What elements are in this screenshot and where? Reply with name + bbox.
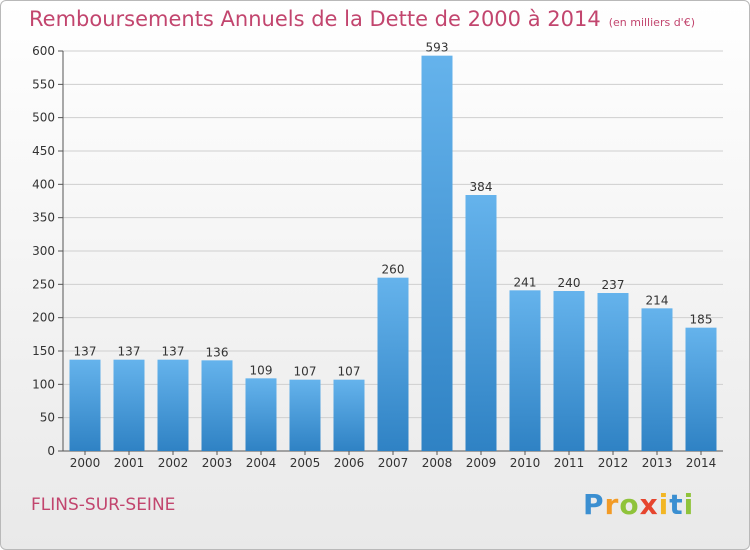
logo-letter: i <box>683 488 695 521</box>
chart-title: Remboursements Annuels de la Dette de 20… <box>29 7 601 31</box>
bar-value-label: 109 <box>250 363 273 377</box>
bar <box>421 55 453 452</box>
logo-letter: x <box>639 488 659 521</box>
bar-value-label: 137 <box>162 345 185 359</box>
y-tick-label: 150 <box>32 344 55 358</box>
bar <box>685 327 717 451</box>
logo-letter: i <box>658 488 670 521</box>
bar <box>201 360 233 451</box>
y-tick-label: 0 <box>47 444 55 458</box>
x-tick-label: 2005 <box>290 456 321 470</box>
y-tick-label: 550 <box>32 77 55 91</box>
bar-value-label: 260 <box>382 263 405 277</box>
bar <box>157 359 189 451</box>
bar <box>333 379 365 451</box>
bar <box>641 308 673 451</box>
x-tick-label: 2013 <box>642 456 673 470</box>
bar-value-label: 241 <box>514 275 537 289</box>
unit-note: (en milliers d'€) <box>608 16 695 29</box>
bar <box>289 379 321 451</box>
x-tick-label: 2011 <box>554 456 585 470</box>
y-tick-label: 300 <box>32 244 55 258</box>
x-tick-label: 2008 <box>422 456 453 470</box>
y-tick-label: 450 <box>32 144 55 158</box>
bar-value-label: 240 <box>558 276 581 290</box>
x-tick-label: 2012 <box>598 456 629 470</box>
bar-value-label: 136 <box>206 345 229 359</box>
bar-value-label: 185 <box>690 313 713 327</box>
x-tick-label: 2001 <box>114 456 145 470</box>
y-tick-label: 400 <box>32 177 55 191</box>
y-tick-label: 600 <box>32 44 55 58</box>
x-tick-label: 2007 <box>378 456 409 470</box>
bar <box>465 195 497 451</box>
bar-value-label: 107 <box>294 365 317 379</box>
chart-title-row: Remboursements Annuels de la Dette de 20… <box>29 7 695 31</box>
bar-value-label: 214 <box>646 293 669 307</box>
logo-letter: t <box>669 488 684 521</box>
y-tick-label: 350 <box>32 211 55 225</box>
x-tick-label: 2010 <box>510 456 541 470</box>
bar-value-label: 384 <box>470 180 493 194</box>
x-tick-label: 2014 <box>686 456 717 470</box>
bar-value-label: 137 <box>74 345 97 359</box>
bar-value-label: 137 <box>118 345 141 359</box>
bar <box>597 293 629 451</box>
city-name: FLINS-SUR-SEINE <box>31 495 176 515</box>
logo-letter: o <box>619 488 640 521</box>
x-tick-label: 2004 <box>246 456 277 470</box>
y-tick-label: 100 <box>32 377 55 391</box>
bar <box>245 378 277 451</box>
bar-value-label: 237 <box>602 278 625 292</box>
x-tick-label: 2000 <box>70 456 101 470</box>
x-tick-label: 2002 <box>158 456 189 470</box>
x-tick-label: 2003 <box>202 456 233 470</box>
bar-value-label: 593 <box>426 41 449 55</box>
bar <box>553 291 585 451</box>
x-tick-label: 2006 <box>334 456 365 470</box>
y-tick-label: 50 <box>40 411 55 425</box>
bar <box>377 277 409 451</box>
bar <box>113 359 145 451</box>
logo-letter: P <box>583 488 605 521</box>
bar-value-label: 107 <box>338 365 361 379</box>
y-tick-label: 200 <box>32 311 55 325</box>
bar <box>69 359 101 451</box>
logo-letter: r <box>604 488 620 521</box>
bar <box>509 290 541 451</box>
y-tick-label: 500 <box>32 111 55 125</box>
x-tick-label: 2009 <box>466 456 497 470</box>
y-tick-label: 250 <box>32 277 55 291</box>
proxiti-logo: Proxiti <box>583 488 694 521</box>
